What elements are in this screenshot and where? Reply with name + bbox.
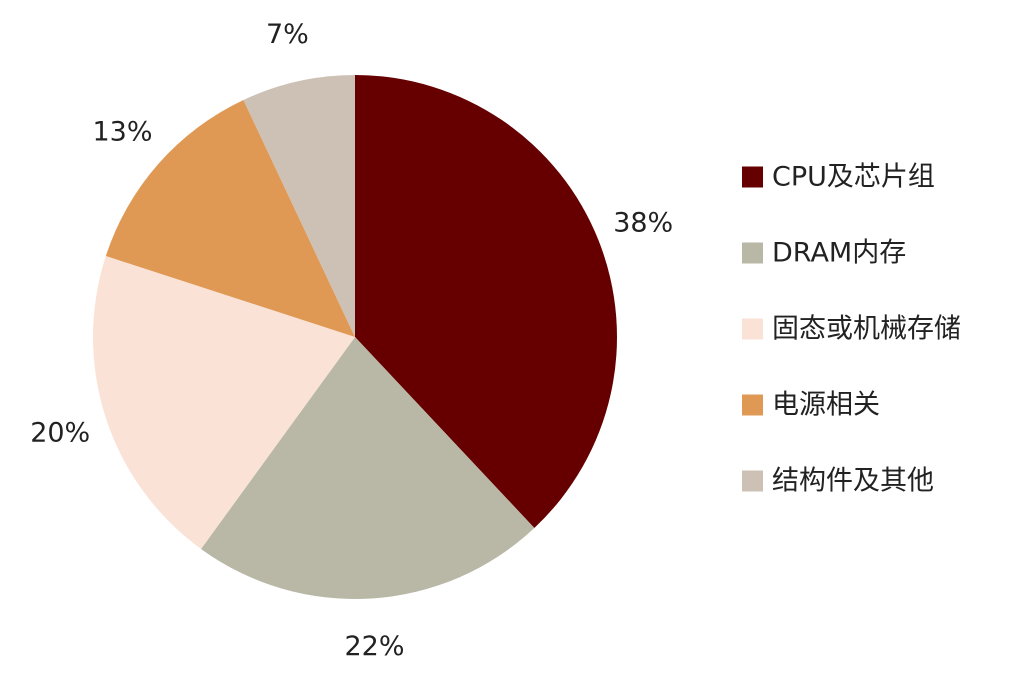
legend-swatch-5 xyxy=(742,470,763,492)
pie-value-labels: 38% 22% 20% 13% 7% xyxy=(30,19,673,662)
legend-swatch-3 xyxy=(742,318,763,340)
legend-label-3: 固态或机械存储 xyxy=(772,314,961,345)
pie-slice-2 xyxy=(201,337,535,599)
slice-value-label-2: 22% xyxy=(344,631,404,662)
pie-slice-5 xyxy=(243,75,355,337)
slice-value-label-3: 20% xyxy=(30,417,90,448)
slice-value-label-4: 13% xyxy=(92,117,152,148)
slice-value-label-1: 38% xyxy=(613,207,673,238)
pie-slice-4 xyxy=(105,99,355,337)
legend-swatch-2 xyxy=(742,242,763,264)
pie-slices xyxy=(92,75,617,599)
legend-label-1: CPU及芯片组 xyxy=(772,162,935,193)
legend-label-2: DRAM内存 xyxy=(772,238,906,269)
pie-slice-3 xyxy=(92,256,355,549)
legend-label-5: 结构件及其他 xyxy=(772,466,934,497)
legend-label-4: 电源相关 xyxy=(772,390,880,421)
legend-swatch-4 xyxy=(742,394,763,416)
pie-slice-1 xyxy=(355,75,617,528)
slice-value-label-5: 7% xyxy=(266,19,309,50)
legend-swatch-1 xyxy=(742,166,763,188)
